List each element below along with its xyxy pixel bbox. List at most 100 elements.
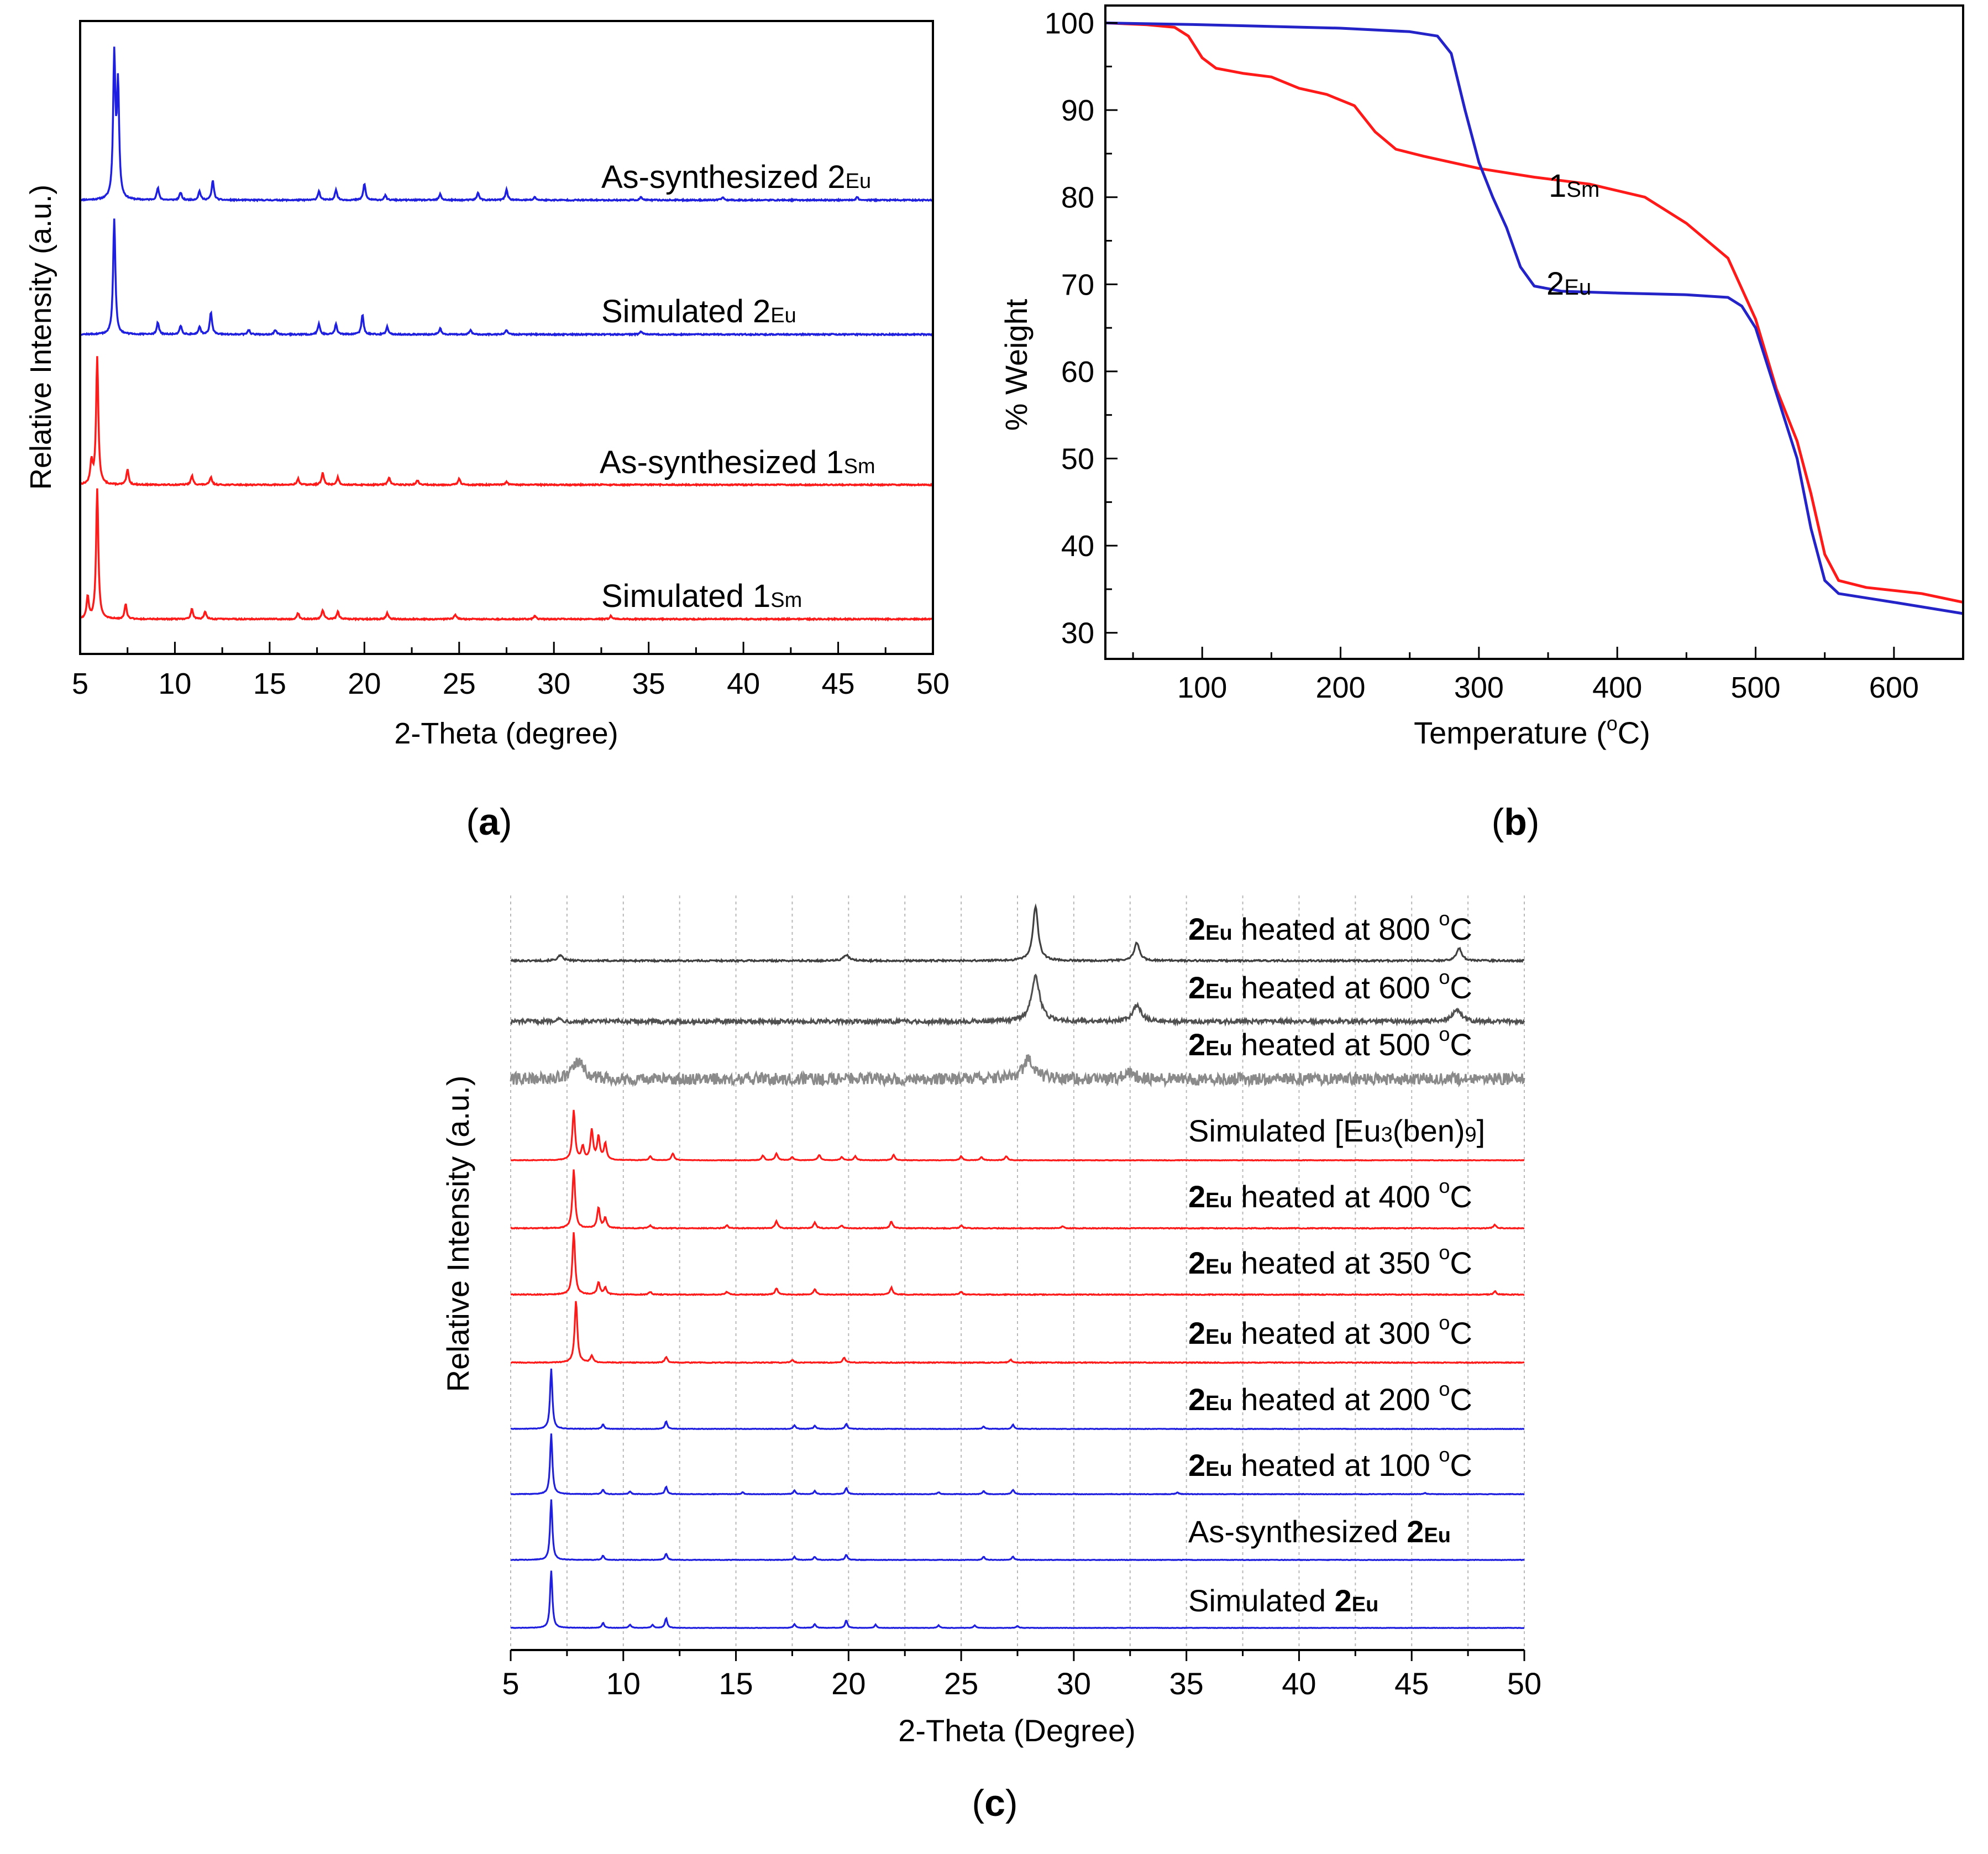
panel-a-xlabel: 2-Theta (degree) (394, 717, 618, 750)
panel-a-xtick-label: 45 (822, 667, 855, 700)
panel-c-xtick-label: 5 (502, 1666, 519, 1701)
panel-c-curve-label-7: 2Eu heated at 200 oC (1188, 1378, 1472, 1417)
panel-a-xtick-label: 25 (443, 667, 476, 700)
panel-a-curve-label-1: Simulated 2Eu (601, 294, 796, 329)
panel-c-label-sub: Eu (1205, 921, 1232, 945)
panel-c-series-4 (510, 1169, 1525, 1230)
panel-c-label-bold: 2 (1188, 1316, 1205, 1350)
panel-c-label-text: Simulated [Eu (1188, 1113, 1381, 1148)
panel-a-tick-labels: 5 10 15 20 25 30 35 40 45 50 (72, 667, 950, 700)
panel-c-label-bold: 2 (1188, 1179, 1205, 1214)
panel-c-label-sup: o (1439, 1311, 1450, 1334)
panel-c-label-unit: C (1450, 1179, 1472, 1214)
panel-b-xtick-label: 500 (1730, 671, 1780, 704)
panel-c-label-sub: Eu (1205, 1189, 1232, 1212)
panel-b-xtick-label: 600 (1869, 671, 1919, 704)
panel-a-series-3 (79, 488, 933, 622)
panel-b-tick-labels: 100 200 300 400 500 600 30 40 50 60 70 80 90 100 (1045, 7, 1919, 704)
panel-c-label-unit: C (1450, 970, 1472, 1005)
panel-b-ytick-label: 70 (1061, 268, 1094, 301)
panel-c-label-text: (ben) (1393, 1113, 1465, 1148)
panel-b-curve-label-sub: Sm (1566, 177, 1599, 202)
panel-b-label: (b) (1492, 801, 1540, 843)
panel-c-label-bold: 2 (1335, 1583, 1352, 1618)
panel-c-curve-label-0: 2Eu heated at 800 oC (1188, 907, 1472, 946)
panel-c-xlabel: 2-Theta (Degree) (898, 1713, 1136, 1748)
panel-c-label-bold: 2 (1188, 912, 1205, 946)
panel-c-label-sub: Eu (1424, 1524, 1451, 1547)
panel-c-label-unit: C (1450, 1245, 1472, 1280)
panel-b-ytick-label: 100 (1045, 7, 1094, 40)
panel-c-label-text: heated at 800 (1232, 912, 1439, 946)
panel-c-label-sup: o (1439, 907, 1450, 930)
panel-c-label-bold: 2 (1188, 1245, 1205, 1280)
panel-c-series-2 (510, 1054, 1525, 1088)
panel-b-ytick-label: 60 (1061, 355, 1094, 389)
panel-a-curve-label-main: Simulated 1 (601, 578, 770, 614)
panel-c-label-text: heated at 100 (1232, 1448, 1439, 1483)
panel-c-label-bold: 2 (1188, 1382, 1205, 1417)
panel-c-xtick-label: 45 (1394, 1666, 1429, 1701)
panel-b-xtick-label: 200 (1315, 671, 1365, 704)
panel-c-curve-label-3: Simulated [Eu3(ben)9] (1188, 1113, 1485, 1148)
panel-c-label-sub: Eu (1205, 980, 1232, 1003)
panel-c-label-sub: 9 (1465, 1123, 1477, 1146)
panel-c-label-text: heated at 350 (1232, 1245, 1439, 1280)
panel-c-series-1 (510, 973, 1525, 1027)
panel-c-label-sup: o (1439, 1241, 1450, 1264)
panel-b-curve-label-1Sm: 1Sm (1549, 168, 1599, 204)
panel-b-xtick-label: 300 (1454, 671, 1504, 704)
panel-c-label-text: heated at 600 (1232, 970, 1439, 1005)
panel-c-label-sub: Eu (1205, 1392, 1232, 1415)
panel-c-label-sup: o (1439, 966, 1450, 988)
panel-a-xtick-label: 40 (727, 667, 760, 700)
panel-c-label-text: As-synthesized (1188, 1514, 1407, 1549)
panel-b-xtick-label: 400 (1592, 671, 1642, 704)
panel-c-series-5 (510, 1232, 1525, 1297)
panel-a-xtick-label: 50 (916, 667, 950, 700)
panel-a-curve-label-main: As-synthesized 2 (601, 159, 846, 195)
panel-c-label-sup: o (1439, 1443, 1450, 1466)
panel-c-series-layer (510, 903, 1525, 1630)
panel-c-label: (c) (972, 1782, 1017, 1824)
panel-c-label-sub: Eu (1205, 1326, 1232, 1349)
panel-c-label-sup: o (1439, 1378, 1450, 1400)
panel-a-xtick-label: 30 (537, 667, 570, 700)
panel-c-label-sup: o (1439, 1023, 1450, 1045)
panel-c-label-text: heated at 500 (1232, 1027, 1439, 1062)
panel-b-curve-label-sub: Eu (1564, 275, 1591, 300)
panel-c-curve-label-1: 2Eu heated at 600 oC (1188, 966, 1472, 1005)
panel-c-label-text: ] (1477, 1113, 1486, 1148)
panel-c-label-bold: 2 (1188, 1448, 1205, 1483)
panel-b-ylabel: % Weight (999, 298, 1034, 431)
panel-b-curve-label-2Eu: 2Eu (1546, 266, 1591, 302)
panel-c-curve-label-8: 2Eu heated at 100 oC (1188, 1443, 1472, 1483)
panel-b-curve-label-main: 1 (1549, 168, 1566, 204)
panel-c-label-bold: 2 (1188, 970, 1205, 1005)
panel-c-xtick-label: 50 (1507, 1666, 1541, 1701)
panel-b-series-layer (1105, 22, 1964, 615)
panel-c-label-bold: 2 (1407, 1514, 1424, 1549)
panel-c-series-3 (510, 1109, 1525, 1162)
panel-a-curve-label-sub: Sm (770, 589, 802, 612)
panel-c-label-unit: C (1450, 1382, 1472, 1417)
panel-c-tick-labels: 5 10 15 20 25 30 35 40 45 50 (502, 1666, 1541, 1701)
panel-c-label-bold: 2 (1188, 1027, 1205, 1062)
panel-a-xtick-label: 20 (348, 667, 381, 700)
panel-a-curve-label-main: As-synthesized 1 (600, 444, 844, 480)
panel-c-series-8 (510, 1433, 1525, 1496)
panel-c-label-sub: Eu (1352, 1593, 1379, 1616)
panel-a-curve-label-2: As-synthesized 1Sm (600, 444, 875, 480)
panel-c-label-sub: Eu (1205, 1037, 1232, 1060)
panel-b-ytick-label: 40 (1061, 530, 1094, 563)
panel-c-series-0 (510, 903, 1525, 963)
panel-c-curve-label-6: 2Eu heated at 300 oC (1188, 1311, 1472, 1350)
panel-c-xtick-label: 15 (718, 1666, 753, 1701)
panel-a-xtick-label: 15 (253, 667, 286, 700)
panel-c-curve-label-4: 2Eu heated at 400 oC (1188, 1175, 1472, 1214)
panel-c-xtick-label: 40 (1282, 1666, 1316, 1701)
panel-a-series-1 (80, 218, 934, 337)
